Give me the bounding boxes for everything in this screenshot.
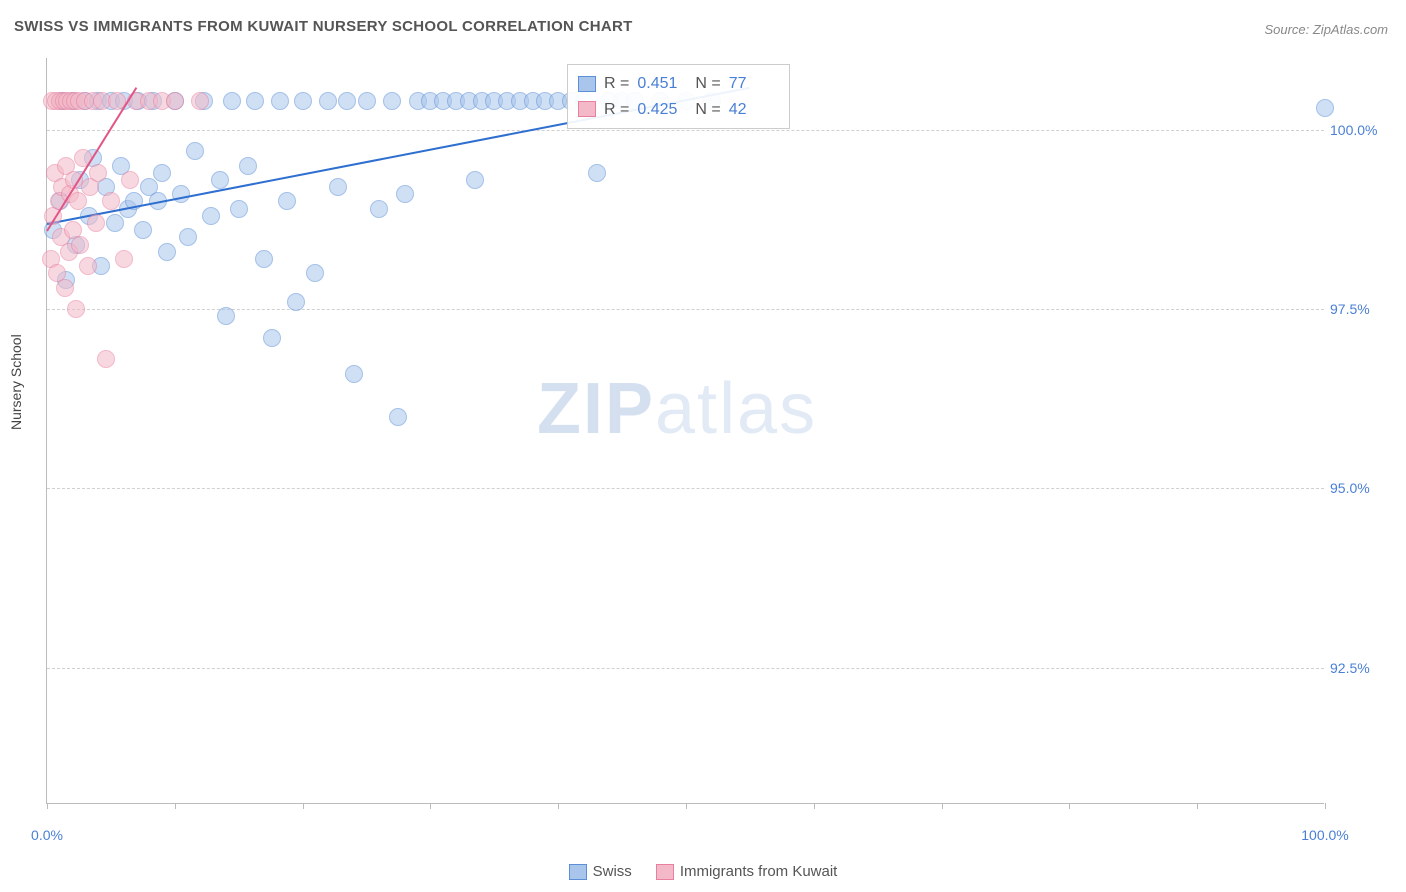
x-tick-label: 0.0% bbox=[31, 827, 63, 843]
data-point bbox=[246, 92, 264, 110]
x-tick-mark bbox=[686, 803, 687, 809]
data-point bbox=[115, 250, 133, 268]
data-point bbox=[179, 228, 197, 246]
x-tick-mark bbox=[47, 803, 48, 809]
stats-box: R = 0.451 N = 77 R = 0.425 N = 42 bbox=[567, 64, 790, 129]
gridline bbox=[47, 309, 1324, 310]
data-point bbox=[79, 257, 97, 275]
data-point bbox=[230, 200, 248, 218]
data-point bbox=[271, 92, 289, 110]
data-point bbox=[396, 185, 414, 203]
stats-row: R = 0.451 N = 77 bbox=[578, 71, 779, 97]
data-point bbox=[319, 92, 337, 110]
data-point bbox=[255, 250, 273, 268]
watermark-zip: ZIP bbox=[537, 369, 655, 449]
watermark: ZIPatlas bbox=[537, 368, 817, 450]
legend-swatch-swiss bbox=[569, 864, 587, 880]
stats-n-value: 77 bbox=[729, 71, 779, 97]
legend-label-swiss: Swiss bbox=[593, 863, 632, 880]
data-point bbox=[56, 279, 74, 297]
data-point bbox=[202, 207, 220, 225]
stats-swatch bbox=[578, 101, 596, 117]
data-point bbox=[87, 214, 105, 232]
x-tick-mark bbox=[1325, 803, 1326, 809]
data-point bbox=[158, 243, 176, 261]
data-point bbox=[278, 192, 296, 210]
stats-r-label: R = bbox=[604, 97, 629, 123]
watermark-atlas: atlas bbox=[655, 369, 817, 449]
x-tick-mark bbox=[175, 803, 176, 809]
x-tick-label: 100.0% bbox=[1301, 827, 1348, 843]
data-point bbox=[69, 192, 87, 210]
data-point bbox=[358, 92, 376, 110]
data-point bbox=[383, 92, 401, 110]
stats-r-value: 0.425 bbox=[637, 97, 687, 123]
data-point bbox=[239, 157, 257, 175]
y-tick-label: 97.5% bbox=[1330, 301, 1390, 317]
legend-item-swiss: Swiss bbox=[569, 863, 632, 880]
data-point bbox=[370, 200, 388, 218]
data-point bbox=[89, 164, 107, 182]
x-tick-mark bbox=[303, 803, 304, 809]
data-point bbox=[172, 185, 190, 203]
y-tick-label: 95.0% bbox=[1330, 480, 1390, 496]
x-tick-mark bbox=[1197, 803, 1198, 809]
stats-n-value: 42 bbox=[729, 97, 779, 123]
gridline bbox=[47, 668, 1324, 669]
data-point bbox=[102, 192, 120, 210]
data-point bbox=[287, 293, 305, 311]
data-point bbox=[67, 300, 85, 318]
data-point bbox=[71, 236, 89, 254]
data-point bbox=[588, 164, 606, 182]
stats-row: R = 0.425 N = 42 bbox=[578, 97, 779, 123]
data-point bbox=[153, 164, 171, 182]
legend-label-kuwait: Immigrants from Kuwait bbox=[680, 863, 838, 880]
data-point bbox=[217, 307, 235, 325]
data-point bbox=[121, 171, 139, 189]
data-point bbox=[166, 92, 184, 110]
data-point bbox=[294, 92, 312, 110]
y-axis-label: Nursery School bbox=[8, 334, 24, 430]
data-point bbox=[345, 365, 363, 383]
stats-n-label: N = bbox=[695, 71, 720, 97]
gridline bbox=[47, 130, 1324, 131]
stats-n-label: N = bbox=[695, 97, 720, 123]
legend-item-kuwait: Immigrants from Kuwait bbox=[656, 863, 838, 880]
x-tick-mark bbox=[1069, 803, 1070, 809]
data-point bbox=[211, 171, 229, 189]
source-attribution: Source: ZipAtlas.com bbox=[1264, 22, 1388, 37]
data-point bbox=[97, 350, 115, 368]
stats-r-label: R = bbox=[604, 71, 629, 97]
data-point bbox=[191, 92, 209, 110]
stats-r-value: 0.451 bbox=[637, 71, 687, 97]
legend: Swiss Immigrants from Kuwait bbox=[0, 863, 1406, 880]
data-point bbox=[466, 171, 484, 189]
x-tick-mark bbox=[558, 803, 559, 809]
x-tick-mark bbox=[430, 803, 431, 809]
stats-swatch bbox=[578, 76, 596, 92]
data-point bbox=[186, 142, 204, 160]
data-point bbox=[223, 92, 241, 110]
data-point bbox=[389, 408, 407, 426]
chart-title: SWISS VS IMMIGRANTS FROM KUWAIT NURSERY … bbox=[14, 18, 633, 35]
data-point bbox=[1316, 99, 1334, 117]
data-point bbox=[263, 329, 281, 347]
x-tick-mark bbox=[814, 803, 815, 809]
y-tick-label: 92.5% bbox=[1330, 660, 1390, 676]
y-tick-label: 100.0% bbox=[1330, 122, 1390, 138]
legend-swatch-kuwait bbox=[656, 864, 674, 880]
data-point bbox=[329, 178, 347, 196]
gridline bbox=[47, 488, 1324, 489]
x-tick-mark bbox=[942, 803, 943, 809]
data-point bbox=[306, 264, 324, 282]
data-point bbox=[134, 221, 152, 239]
data-point bbox=[106, 214, 124, 232]
plot-area: ZIPatlas 92.5%95.0%97.5%100.0%0.0%100.0%… bbox=[46, 58, 1324, 804]
data-point bbox=[338, 92, 356, 110]
